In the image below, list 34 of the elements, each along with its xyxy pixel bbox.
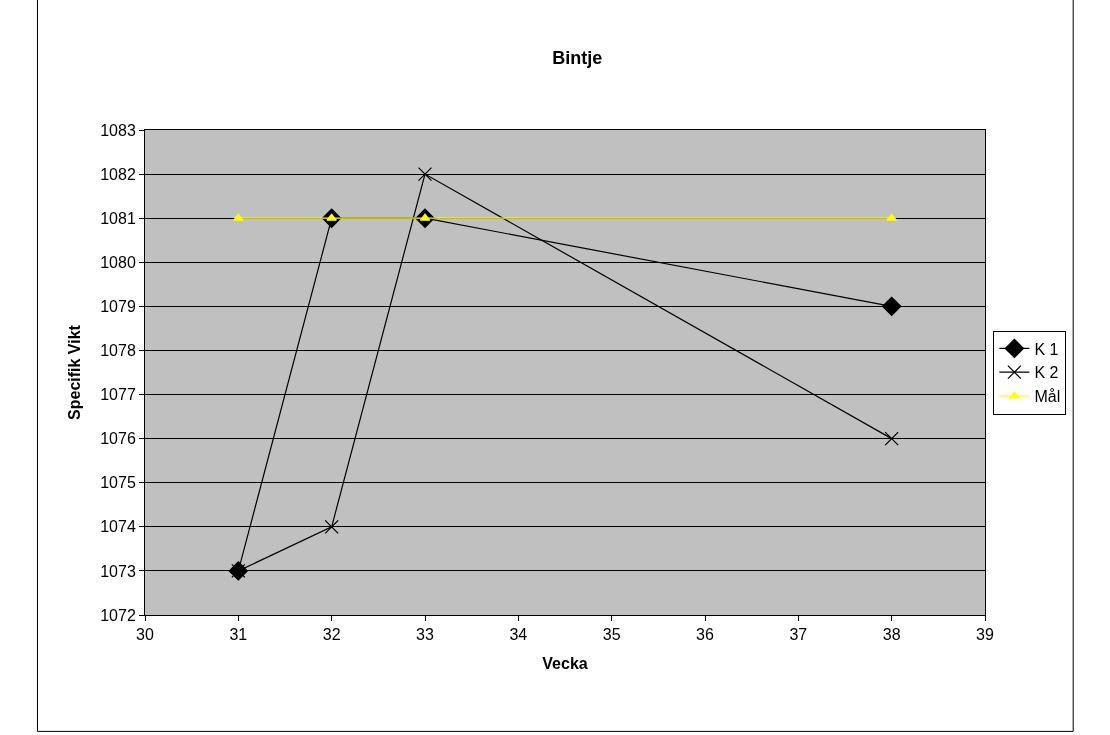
chart-title: Bintje	[552, 48, 603, 69]
y-tick-label: 1082	[100, 165, 136, 183]
x-tick-label: 38	[882, 626, 901, 644]
point	[884, 431, 899, 446]
x-tick-label: 39	[976, 626, 994, 644]
x-axis-title: Vecka	[542, 654, 588, 672]
point	[417, 166, 433, 182]
y-tick-label: 1076	[100, 430, 136, 448]
y-tick-label: 1073	[100, 562, 136, 580]
y-tick-label: 1077	[100, 386, 136, 404]
x-tick-label: 33	[416, 626, 434, 644]
y-tick-label: 1078	[100, 342, 136, 360]
y-tick-label: 1083	[100, 121, 136, 139]
x-tick-label: 31	[229, 626, 248, 644]
x-tick-label: 30	[136, 626, 154, 644]
y-tick-label: 1075	[100, 474, 136, 492]
point	[324, 519, 339, 534]
x-tick-label: 37	[789, 626, 808, 644]
y-tick-label: 1074	[100, 518, 136, 536]
point	[881, 296, 902, 317]
y-tick-label: 1072	[100, 606, 136, 624]
point	[233, 213, 244, 221]
point	[886, 213, 897, 221]
x-tick-label: 34	[509, 626, 528, 644]
y-tick-label: 1079	[100, 297, 136, 315]
y-tick-label: 1080	[100, 253, 136, 271]
legend-label: Mål	[1034, 388, 1061, 406]
x-tick-label: 35	[602, 626, 621, 644]
legend-label: K 1	[1034, 340, 1059, 358]
y-axis-title: Specifik Vikt	[66, 324, 84, 420]
y-tick-label: 1081	[100, 209, 136, 227]
x-tick-label: 32	[322, 626, 341, 644]
x-tick-label: 36	[696, 626, 714, 644]
legend-label: K 2	[1034, 364, 1059, 382]
